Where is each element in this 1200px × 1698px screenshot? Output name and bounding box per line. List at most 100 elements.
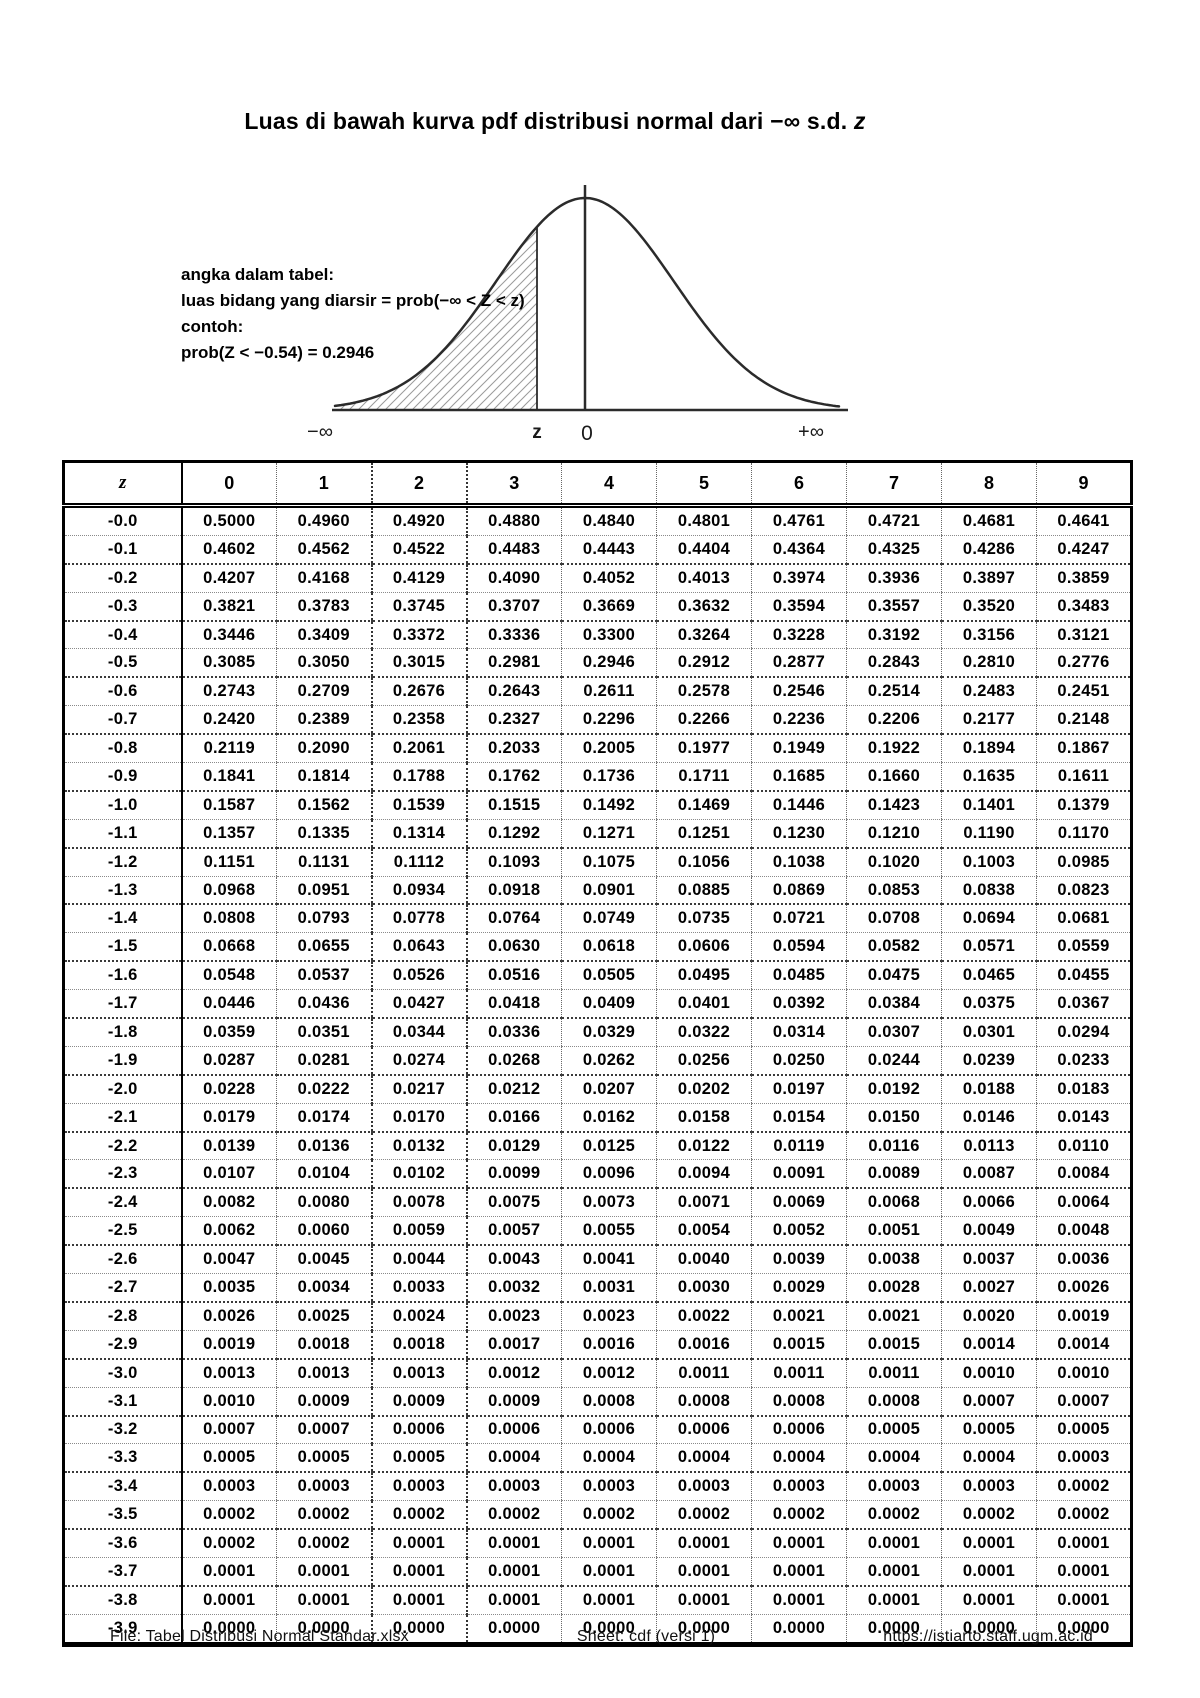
value-cell: 0.0003: [941, 1472, 1037, 1502]
table-row: -0.7 0.2420 0.2389 0.2358 0.2327 0.2296 0.2266…: [63, 705, 1132, 736]
value-cell: 0.0016: [561, 1330, 657, 1360]
value-cell: 0.0154: [751, 1103, 847, 1133]
value-cell: 0.0250: [751, 1046, 847, 1076]
value-cell: 0.0003: [751, 1472, 847, 1502]
value-cell: 0.0183: [1036, 1074, 1132, 1104]
value-cell: 0.0001: [370, 1585, 467, 1615]
annotation-line: contoh:: [181, 317, 244, 336]
value-cell: 0.3936: [846, 563, 942, 593]
value-cell: 0.0002: [181, 1500, 277, 1531]
value-cell: 0.0000: [941, 1614, 1037, 1645]
value-cell: 0.0000: [276, 1614, 372, 1645]
value-cell: 0.1949: [751, 734, 847, 764]
value-cell: 0.0485: [751, 961, 847, 991]
value-cell: 0.0033: [370, 1273, 467, 1303]
z-cell: -3.5: [63, 1500, 183, 1531]
column-header: 9: [1036, 461, 1132, 508]
value-cell: 0.0002: [1036, 1472, 1132, 1502]
table-row: -3.7 0.0001 0.0001 0.0001 0.0001 0.0001 0.0001…: [63, 1557, 1132, 1587]
value-cell: 0.0749: [561, 904, 657, 934]
value-cell: 0.0000: [465, 1614, 562, 1645]
value-cell: 0.0384: [846, 989, 942, 1020]
value-cell: 0.0003: [846, 1472, 942, 1502]
value-cell: 0.0002: [465, 1500, 562, 1531]
value-cell: 0.0005: [846, 1415, 942, 1445]
value-cell: 0.0329: [561, 1018, 657, 1047]
value-cell: 0.1762: [465, 762, 562, 792]
z-cell: -3.2: [63, 1415, 183, 1445]
value-cell: 0.0006: [465, 1415, 562, 1445]
column-header: 0: [181, 461, 277, 508]
value-cell: 0.0207: [561, 1074, 657, 1104]
table-row: -1.7 0.0446 0.0436 0.0427 0.0418 0.0409 0.0401…: [63, 989, 1132, 1020]
value-cell: 0.0116: [846, 1131, 942, 1161]
value-cell: 0.4247: [1036, 535, 1132, 565]
z-cell: -1.7: [63, 989, 183, 1020]
value-cell: 0.3409: [276, 620, 372, 650]
value-cell: 0.3300: [561, 620, 657, 650]
value-cell: 0.0721: [751, 904, 847, 934]
value-cell: 0.0004: [465, 1443, 562, 1474]
value-cell: 0.4168: [276, 563, 372, 593]
value-cell: 0.2420: [181, 705, 277, 736]
table-row: -1.1 0.1357 0.1335 0.1314 0.1292 0.1271 0.1251…: [63, 819, 1132, 849]
value-cell: 0.2709: [276, 677, 372, 707]
value-cell: 0.0001: [846, 1585, 942, 1615]
value-cell: 0.0016: [656, 1330, 752, 1360]
table-row: -1.8 0.0359 0.0351 0.0344 0.0336 0.0329 0.0322…: [63, 1018, 1132, 1047]
value-cell: 0.0031: [561, 1273, 657, 1303]
page-title: Luas di bawah kurva pdf distribusi norma…: [0, 108, 1110, 135]
value-cell: 0.2090: [276, 734, 372, 764]
z-cell: -1.3: [63, 876, 183, 906]
value-cell: 0.0793: [276, 904, 372, 934]
value-cell: 0.1230: [751, 819, 847, 849]
value-cell: 0.1423: [846, 790, 942, 820]
z-cell: -0.9: [63, 762, 183, 792]
value-cell: 0.0132: [370, 1131, 467, 1161]
value-cell: 0.4721: [846, 505, 942, 536]
value-cell: 0.0951: [276, 876, 372, 906]
value-cell: 0.0069: [751, 1188, 847, 1218]
value-cell: 0.1446: [751, 790, 847, 820]
value-cell: 0.2266: [656, 705, 752, 736]
table-row: -0.6 0.2743 0.2709 0.2676 0.2643 0.2611 0.2578…: [63, 677, 1132, 707]
value-cell: 0.2119: [181, 734, 277, 764]
value-cell: 0.4920: [370, 505, 467, 536]
value-cell: 0.2033: [465, 734, 562, 764]
value-cell: 0.1736: [561, 762, 657, 792]
z-cell: -2.8: [63, 1301, 183, 1331]
value-cell: 0.1539: [370, 790, 467, 820]
value-cell: 0.0495: [656, 961, 752, 991]
value-cell: 0.2546: [751, 677, 847, 707]
value-cell: 0.2061: [370, 734, 467, 764]
value-cell: 0.0594: [751, 932, 847, 963]
value-cell: 0.1685: [751, 762, 847, 792]
value-cell: 0.0274: [370, 1046, 467, 1076]
value-cell: 0.0015: [846, 1330, 942, 1360]
annotation-line: angka dalam tabel:: [181, 265, 335, 284]
value-cell: 0.1562: [276, 790, 372, 820]
value-cell: 0.0032: [465, 1273, 562, 1303]
z-cell: -2.7: [63, 1273, 183, 1303]
table-row: -3.3 0.0005 0.0005 0.0005 0.0004 0.0004 0.0004…: [63, 1443, 1132, 1474]
value-cell: 0.0008: [561, 1387, 657, 1417]
value-cell: 0.2148: [1036, 705, 1132, 736]
value-cell: 0.0233: [1036, 1046, 1132, 1076]
value-cell: 0.5000: [181, 505, 277, 536]
value-cell: 0.1271: [561, 819, 657, 849]
value-cell: 0.0012: [465, 1358, 562, 1388]
z-cell: -0.6: [63, 677, 183, 707]
value-cell: 0.0002: [656, 1500, 752, 1531]
table-row: -0.0 0.5000 0.4960 0.4920 0.4880 0.4840 0.4801…: [63, 505, 1132, 536]
value-cell: 0.0034: [276, 1273, 372, 1303]
value-cell: 0.1131: [276, 847, 372, 877]
axis-label-neg-infinity: −∞: [307, 421, 333, 443]
value-cell: 0.4602: [181, 535, 277, 565]
value-cell: 0.0004: [846, 1443, 942, 1474]
value-cell: 0.3557: [846, 592, 942, 622]
value-cell: 0.0075: [465, 1188, 562, 1218]
value-cell: 0.1515: [465, 790, 562, 820]
value-cell: 0.0009: [276, 1387, 372, 1417]
